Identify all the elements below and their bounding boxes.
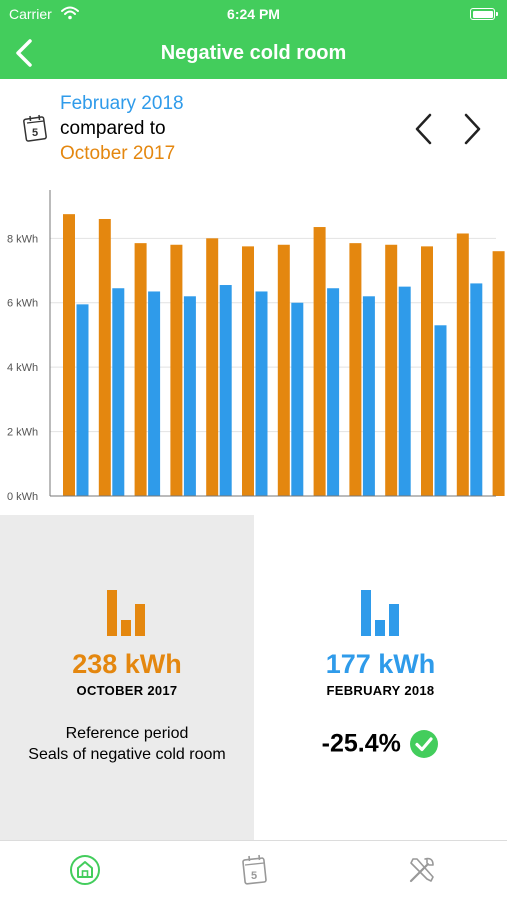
carrier-label: Carrier bbox=[9, 6, 52, 22]
chart-bar bbox=[398, 286, 411, 496]
chart-bar bbox=[385, 244, 398, 496]
page-title: Negative cold room bbox=[160, 42, 347, 64]
chart-bar bbox=[255, 291, 268, 496]
chart-bar bbox=[134, 243, 147, 496]
chart-bar bbox=[206, 238, 219, 496]
y-tick-label: 6 kWh bbox=[7, 298, 38, 310]
svg-text:5: 5 bbox=[251, 870, 257, 882]
current-summary-panel: 177 kWh FEBRUARY 2018 -25.4% bbox=[254, 515, 507, 840]
chart-bar bbox=[421, 246, 433, 496]
chart-bar bbox=[313, 227, 326, 496]
chart-bar bbox=[492, 251, 505, 496]
chart-bar bbox=[112, 288, 125, 496]
chart-bar bbox=[327, 288, 340, 496]
tab-tools[interactable] bbox=[405, 853, 439, 887]
chart-bar bbox=[362, 296, 375, 496]
chart-axis: 0 kWh 2 kWh 4 kWh 6 kWh 8 kWh bbox=[7, 190, 496, 503]
chart-bars bbox=[63, 214, 505, 497]
current-period-label: FEBRUARY 2018 bbox=[326, 683, 435, 698]
next-period-button[interactable] bbox=[458, 109, 486, 149]
chart-bar bbox=[98, 218, 111, 496]
chart-bar bbox=[219, 285, 232, 496]
bar-chart-icon bbox=[360, 590, 399, 636]
chart-bar bbox=[277, 244, 290, 496]
tab-home[interactable] bbox=[68, 853, 102, 887]
current-value: 177 kWh bbox=[325, 649, 436, 679]
battery-icon bbox=[470, 8, 498, 20]
y-tick-label: 4 kWh bbox=[7, 362, 38, 374]
tab-calendar[interactable]: 5 bbox=[238, 853, 272, 887]
y-tick-label: 8 kWh bbox=[7, 233, 38, 245]
y-tick-label: 2 kWh bbox=[7, 427, 38, 439]
chart-bar bbox=[434, 325, 447, 496]
change-percentage: -25.4% bbox=[321, 729, 401, 758]
reference-value: 238 kWh bbox=[72, 649, 182, 679]
bar-chart-icon bbox=[107, 590, 145, 636]
y-tick-label: 0 kWh bbox=[7, 491, 38, 503]
clock: 6:24 PM bbox=[227, 6, 280, 22]
status-bar: Carrier 6:24 PM bbox=[0, 0, 507, 28]
top-bar: Carrier 6:24 PM Negative cold room bbox=[0, 0, 507, 79]
period-selector: 5 February 2018 compared to October 2017 bbox=[0, 79, 507, 179]
svg-text:5: 5 bbox=[32, 127, 38, 139]
calendar-icon[interactable]: 5 bbox=[22, 113, 50, 143]
wifi-icon bbox=[61, 6, 79, 20]
chart-bar bbox=[291, 302, 304, 496]
previous-period-button[interactable] bbox=[410, 109, 438, 149]
chart-bar bbox=[242, 246, 254, 496]
chart-bar bbox=[170, 244, 183, 496]
reference-period-label: OCTOBER 2017 bbox=[76, 683, 178, 698]
change-indicator: -25.4% bbox=[254, 729, 507, 761]
reference-note: Reference period bbox=[65, 725, 189, 742]
reference-summary-panel: 238 kWh OCTOBER 2017 Reference period Se… bbox=[0, 515, 254, 840]
tab-bar: 5 bbox=[0, 840, 507, 900]
chart-bar bbox=[349, 243, 362, 496]
check-circle-icon bbox=[410, 730, 439, 758]
current-period: February 2018 bbox=[60, 93, 184, 114]
chart-bar bbox=[470, 283, 483, 496]
chart-bar bbox=[63, 214, 75, 496]
chart-bar bbox=[183, 296, 196, 496]
compared-to-label: compared to bbox=[60, 118, 166, 139]
reference-description: Seals of negative cold room bbox=[28, 746, 226, 763]
back-button[interactable] bbox=[10, 36, 40, 70]
chart-bar bbox=[456, 233, 469, 497]
chart-bar bbox=[148, 291, 161, 496]
reference-period: October 2017 bbox=[60, 143, 176, 164]
energy-bar-chart: 0 kWh 2 kWh 4 kWh 6 kWh 8 kWh bbox=[7, 190, 505, 503]
navigation-bar: Negative cold room bbox=[0, 30, 507, 76]
chart-bar bbox=[76, 304, 89, 496]
